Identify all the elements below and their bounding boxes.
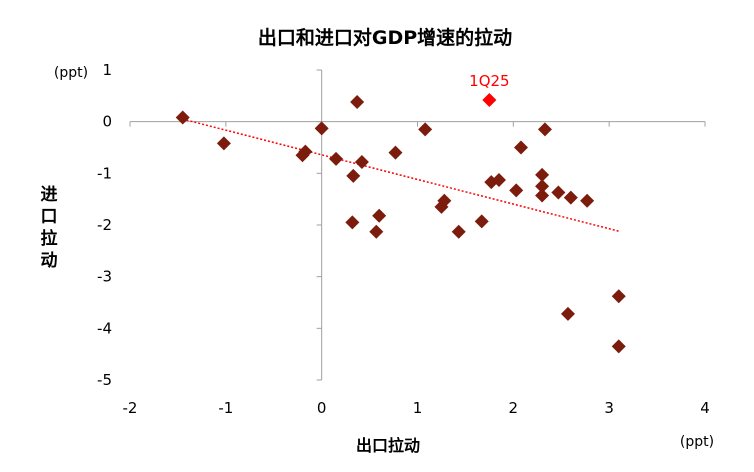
data-point [537, 122, 552, 137]
y-tick-label: -4 [97, 319, 112, 337]
data-point [298, 144, 313, 159]
y-tick-label: -5 [97, 371, 112, 389]
data-point [560, 306, 575, 321]
y-tick-label: 1 [102, 61, 112, 79]
x-tick-label: -1 [218, 399, 233, 417]
data-point [372, 208, 387, 223]
data-point [388, 145, 403, 160]
data-point [418, 122, 433, 137]
data-point [611, 339, 626, 354]
y-tick-label: -1 [97, 164, 112, 182]
x-tick-label: 4 [700, 399, 710, 417]
x-tick-label: 1 [413, 399, 423, 417]
data-point [563, 190, 578, 205]
data-point [369, 224, 384, 239]
highlight-label: 1Q25 [469, 72, 509, 90]
data-point [350, 95, 365, 110]
y-axis-label-char: 口 [41, 207, 58, 227]
data-point [580, 193, 595, 208]
y-tick-label: 0 [102, 113, 112, 131]
x-tick-label: -2 [123, 399, 138, 417]
axes [129, 69, 706, 381]
x-tick-label: 2 [509, 399, 519, 417]
y-tick-labels: 1 0 -1 -2 -3 -4 -5 [97, 61, 112, 389]
data-point [535, 179, 550, 194]
highlight-point [482, 92, 497, 107]
data-point [509, 183, 524, 198]
x-tick-label: 0 [317, 399, 327, 417]
y-tick-label: -2 [97, 216, 112, 234]
chart-title: 出口和进口对GDP增速的拉动 [258, 26, 512, 49]
data-point [314, 121, 329, 136]
data-point [491, 173, 506, 188]
data-point [474, 214, 489, 229]
data-point [611, 289, 626, 304]
x-tick-labels: -2 -1 0 1 2 3 4 [123, 399, 710, 417]
trendline-group [182, 118, 619, 232]
x-unit-label: (ppt) [680, 434, 714, 450]
data-points [175, 95, 626, 354]
x-axis-label: 出口拉动 [356, 436, 420, 455]
data-point [345, 215, 360, 230]
data-point [175, 110, 190, 125]
data-point [329, 151, 344, 166]
y-axis-label-char: 拉 [41, 228, 58, 249]
trendline [182, 118, 619, 232]
y-axis-label-char: 动 [41, 251, 58, 271]
data-point [354, 154, 369, 169]
data-point [514, 140, 528, 155]
data-point [346, 168, 361, 183]
data-point [437, 193, 452, 208]
data-point [451, 224, 466, 239]
y-unit-label: (ppt) [54, 65, 88, 81]
y-tick-label: -3 [97, 268, 112, 286]
data-point [535, 167, 550, 182]
data-point [216, 136, 231, 151]
data-point [535, 188, 550, 203]
y-axis-label-char: 进 [41, 185, 58, 205]
highlight-group: 1Q25 [469, 72, 510, 107]
x-tick-label: 3 [604, 399, 614, 417]
data-point [551, 185, 566, 200]
